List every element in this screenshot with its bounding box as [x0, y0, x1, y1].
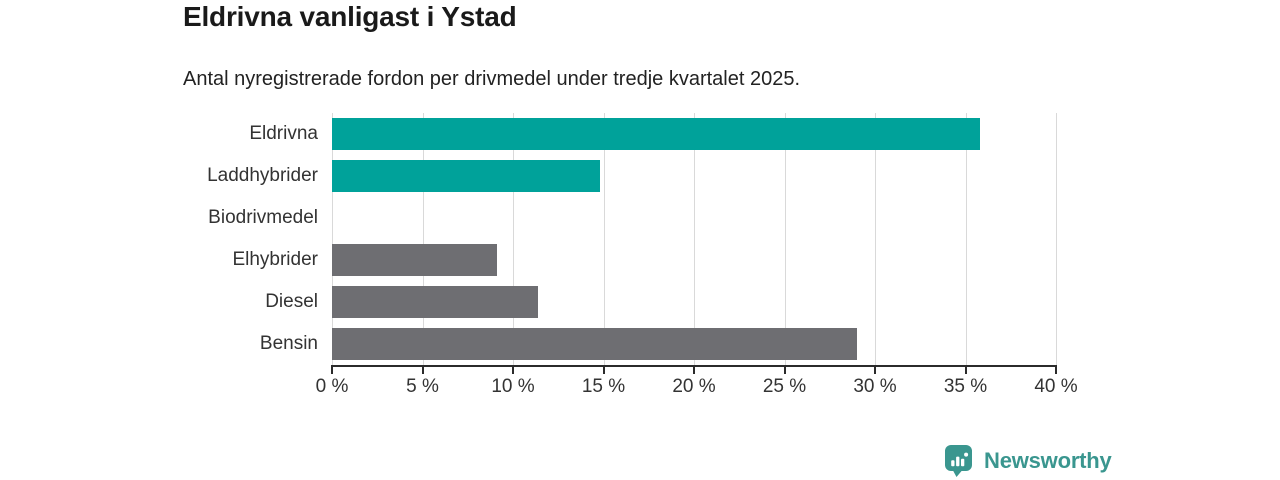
- gridline: [1056, 113, 1057, 365]
- gridline: [332, 113, 333, 365]
- gridline: [422, 113, 424, 365]
- x-tick-label: 25 %: [762, 376, 807, 397]
- x-axis-tick: [693, 367, 695, 374]
- x-tick-label: 30 %: [853, 376, 897, 397]
- bar-row: Biodrivmedel: [208, 197, 1056, 239]
- x-axis-tick: [874, 367, 876, 374]
- plot-area: Eldrivna Laddhybrider Biodrivmedel Elhybrid…: [207, 113, 1078, 397]
- x-tick-label: 5 %: [406, 376, 439, 397]
- bar-row: Laddhybrider: [207, 155, 1056, 197]
- x-tick-label: 0 %: [315, 376, 349, 397]
- x-axis-line: [331, 365, 1057, 367]
- bar-rows: Eldrivna Laddhybrider Biodrivmedel Elhybrid…: [207, 113, 1056, 365]
- gridline: [784, 113, 786, 365]
- gridline: [965, 113, 967, 365]
- x-tick-label: 15 %: [581, 376, 626, 397]
- x-tick-label: 40 %: [1034, 376, 1078, 397]
- x-tick-label: 10 %: [491, 376, 535, 397]
- gridline: [513, 113, 514, 365]
- x-axis-tick: [783, 367, 786, 374]
- bar-row: Eldrivna: [249, 113, 1056, 155]
- bar-row: Bensin: [260, 323, 1056, 365]
- category-label: Elhybrider: [232, 249, 318, 270]
- x-axis-tick: [602, 367, 605, 374]
- x-axis-tick: [421, 367, 424, 374]
- category-label: Bensin: [259, 333, 318, 354]
- bar: [332, 244, 497, 276]
- brand-footer: Newsworthy: [943, 444, 1112, 478]
- newsworthy-logo-icon: [943, 444, 976, 478]
- x-axis-tick: [964, 367, 967, 374]
- x-tick-label: 35 %: [943, 376, 988, 397]
- gridline: [694, 113, 695, 365]
- chart-subtitle: Antal nyregistrerade fordon per drivmede…: [183, 68, 801, 90]
- bar: [332, 118, 980, 150]
- bar: [332, 286, 539, 318]
- bar-row: Diesel: [265, 281, 1056, 323]
- gridline: [603, 113, 605, 365]
- chart-title: Eldrivna vanligast i Ystad: [183, 1, 517, 32]
- bar: [332, 328, 857, 360]
- gridline: [875, 113, 876, 365]
- category-label: Eldrivna: [249, 123, 318, 144]
- category-label: Diesel: [265, 291, 318, 312]
- x-axis-tick: [331, 367, 333, 374]
- category-label: Biodrivmedel: [208, 207, 318, 228]
- x-axis-tick: [1055, 367, 1057, 374]
- bar-row: Elhybrider: [232, 239, 1056, 281]
- category-label: Laddhybrider: [207, 165, 318, 186]
- brand-name: Newsworthy: [984, 448, 1112, 473]
- x-axis-tick: [512, 367, 514, 374]
- x-tick-label: 20 %: [672, 376, 716, 397]
- bar: [332, 160, 600, 192]
